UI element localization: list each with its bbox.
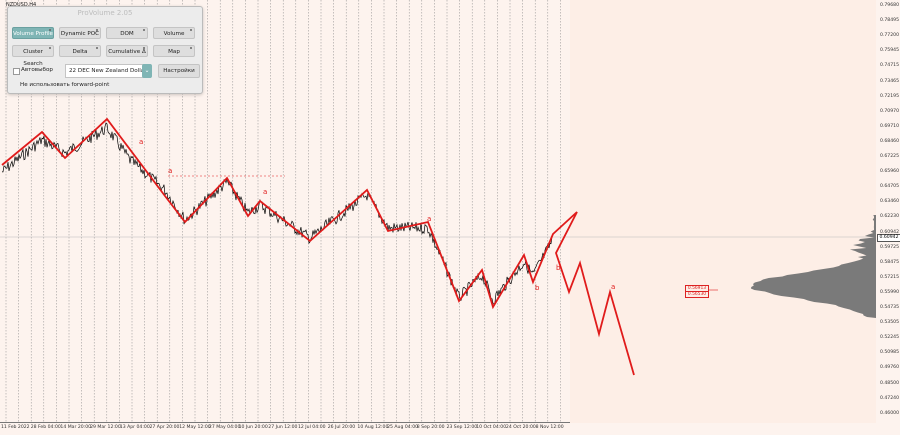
price-tick-label: 0.78495 [880, 18, 899, 24]
price-tick-label: 0.72195 [880, 93, 899, 99]
volume-button[interactable]: Volume [153, 27, 195, 39]
volume-label: Volume [163, 31, 185, 37]
price-tick-label: 0.58475 [880, 259, 899, 265]
price-tick-label: 0.74715 [880, 63, 899, 69]
time-tick-label: 12 May 12:00 [179, 425, 211, 430]
button-indicator-icon [96, 29, 98, 31]
delta-label: Delta [72, 49, 88, 55]
volume-profile [750, 215, 876, 318]
wave-label: a [139, 138, 143, 146]
future-zone [570, 0, 876, 423]
forward-point-label[interactable]: Не использовать forward-point [20, 82, 110, 88]
time-tick-label: 10 Jun 20:00 [238, 425, 268, 430]
button-indicator-icon [96, 47, 98, 49]
price-tick-label: 0.75945 [880, 48, 899, 54]
price-tick-label: 0.47240 [880, 395, 899, 401]
button-indicator-icon [190, 47, 192, 49]
price-tick-label: 0.63460 [880, 199, 899, 205]
price-tick-label: 0.48500 [880, 380, 899, 386]
price-tick-label: 0.60942 [880, 229, 899, 235]
wave-label: a [263, 188, 267, 196]
time-tick-label: 8 Nov 12:00 [535, 425, 564, 430]
poc-label-lower: 0.56530 [685, 291, 709, 298]
dynamic-poc-label: Dynamic POC [60, 31, 100, 37]
chevron-down-icon[interactable]: ⌄ [142, 64, 152, 78]
price-tick-label: 0.65960 [880, 169, 899, 175]
button-indicator-icon [143, 47, 145, 49]
time-axis[interactable] [0, 423, 900, 435]
time-tick-label: 10 Aug 12:00 [357, 425, 389, 430]
price-tick-label: 0.50985 [880, 350, 899, 356]
wave-label: b [535, 284, 540, 292]
time-tick-label: 28 Feb 04:00 [30, 425, 61, 430]
wave-label: a [168, 167, 172, 175]
autoselect-checkbox[interactable] [13, 68, 20, 75]
time-tick-label: 13 Apr 04:00 [119, 425, 150, 430]
dom-button[interactable]: DOM [106, 27, 148, 39]
map-label: Map [168, 49, 180, 55]
cumulative-delta-button[interactable]: Cumulative Δ [106, 45, 148, 57]
price-tick-label: 0.68460 [880, 138, 899, 144]
time-tick-label: 23 Sep 12:00 [446, 425, 478, 430]
autoselect-label: Автовыбор [21, 67, 53, 73]
button-indicator-icon [49, 29, 51, 31]
volume-profile-button[interactable]: Volume Profile [12, 27, 54, 39]
current-price-tag: 0.60942 [877, 234, 900, 242]
symbol-label: NZDUSD,H4 [6, 2, 37, 8]
wave-label: a [611, 283, 615, 291]
price-tick-label: 0.73465 [880, 78, 899, 84]
button-indicator-icon [49, 47, 51, 49]
wave-label: b [556, 264, 561, 272]
cumulative-delta-label: Cumulative Δ [108, 49, 146, 55]
provolume-panel[interactable]: ProVolume 2.05 Volume Profile Dynamic PO… [7, 6, 203, 94]
price-tick-label: 0.52245 [880, 335, 899, 341]
time-tick-label: 26 Jul 20:00 [327, 425, 356, 430]
cluster-search-button[interactable]: Cluster Search [12, 45, 54, 67]
price-tick-label: 0.49760 [880, 365, 899, 371]
time-tick-label: 27 Apr 20:00 [149, 425, 180, 430]
dom-label: DOM [120, 31, 134, 37]
panel-title[interactable]: ProVolume 2.05 [77, 9, 133, 17]
price-tick-label: 0.64705 [880, 184, 899, 190]
price-tick-label: 0.59725 [880, 244, 899, 250]
price-tick-label: 0.67225 [880, 154, 899, 159]
price-tick-label: 0.70970 [880, 108, 899, 114]
settings-button[interactable]: Настройки [158, 64, 200, 78]
price-tick-label: 0.46000 [880, 410, 899, 416]
button-indicator-icon [143, 29, 145, 31]
wave-label: a [427, 215, 431, 223]
time-tick-label: 24 Oct 20:00 [505, 425, 536, 430]
price-tick-label: 0.55990 [880, 289, 899, 295]
price-tick-label: 0.79680 [880, 3, 899, 8]
price-tick-label: 0.62230 [880, 214, 899, 220]
wave-labels: a a a a b b a [139, 138, 615, 292]
time-tick-label: 10 Oct 04:00 [476, 425, 507, 430]
price-tick-label: 0.54735 [880, 305, 899, 310]
time-tick-label: 11 Feb 2022 [1, 425, 30, 430]
price-tick-label: 0.77200 [880, 33, 899, 39]
dynamic-poc-button[interactable]: Dynamic POC [59, 27, 101, 39]
price-tick-label: 0.69710 [880, 123, 899, 129]
price-tick-label: 0.57215 [880, 274, 899, 280]
delta-button[interactable]: Delta [59, 45, 101, 57]
cluster-search-label: Cluster Search [23, 49, 43, 67]
instrument-select[interactable]: 22 DEC New Zealand Dollar [65, 64, 151, 78]
elliott-wave [1, 117, 635, 376]
price-tick-label: 0.53505 [880, 320, 899, 326]
price-axis[interactable] [876, 0, 900, 423]
volume-profile-label: Volume Profile [13, 31, 53, 37]
time-tick-label: 27 May 04:00 [208, 425, 241, 430]
time-tick-label: 25 Aug 04:00 [387, 425, 419, 430]
button-indicator-icon [190, 29, 192, 31]
time-tick-label: 27 Jun 12:00 [268, 425, 298, 430]
time-tick-label: 29 Mar 12:00 [90, 425, 121, 430]
time-tick-label: 8 Sep 20:00 [416, 425, 445, 430]
time-tick-label: 14 Mar 20:00 [60, 425, 92, 430]
map-button[interactable]: Map [153, 45, 195, 57]
time-tick-label: 12 Jul 04:00 [298, 425, 326, 430]
